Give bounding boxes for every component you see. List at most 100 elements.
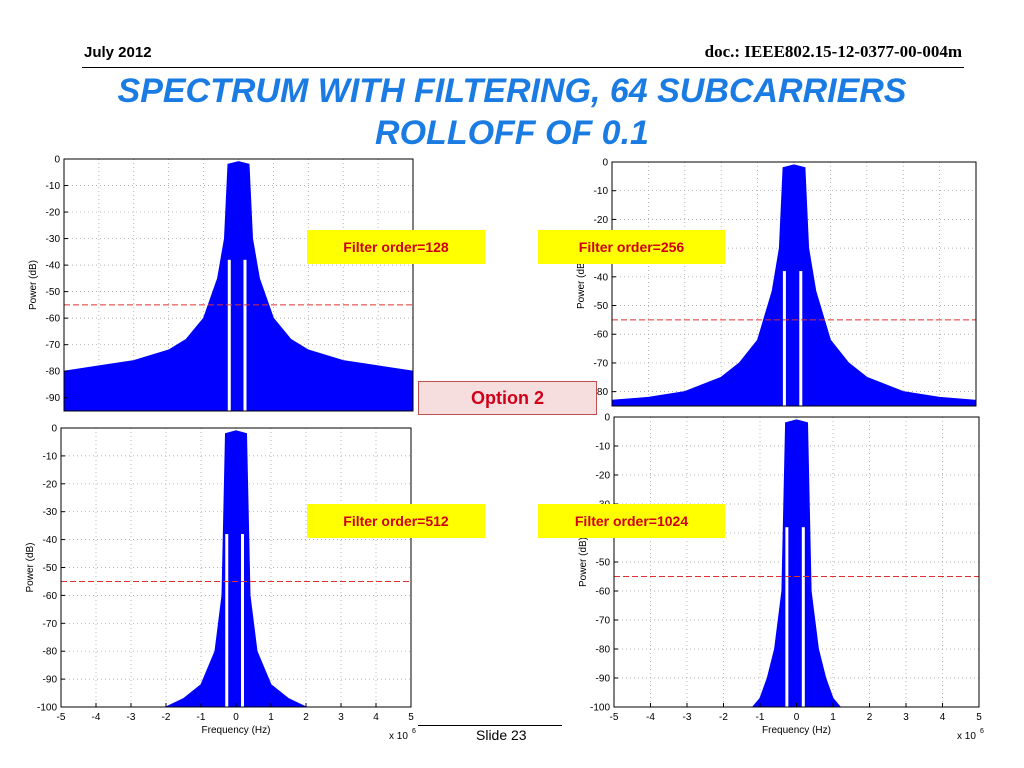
y-tick-label: -80 (46, 367, 61, 378)
x-tick-label: 2 (867, 712, 873, 723)
x-tick-label: -5 (57, 712, 66, 723)
footer-rule (418, 725, 562, 726)
x-axis-multiplier: x 10 (389, 731, 408, 742)
x-tick-label: 5 (976, 712, 982, 723)
x-axis-multiplier-exponent: 6 (980, 728, 984, 735)
y-tick-label: 0 (604, 413, 610, 424)
x-axis-label: Frequency (Hz) (762, 725, 831, 736)
y-tick-label: -70 (46, 340, 61, 351)
y-tick-label: -20 (43, 479, 58, 490)
x-tick-label: -2 (162, 712, 171, 723)
spectrum-notch (782, 271, 786, 406)
x-tick-label: -3 (683, 712, 692, 723)
filter-order-label-512: Filter order=512 (307, 504, 485, 538)
spectrum-notch (227, 259, 231, 411)
x-tick-label: 4 (940, 712, 946, 723)
x-tick-label: 3 (338, 712, 344, 723)
y-axis-label: Power (dB) (25, 542, 36, 592)
filter-order-label-1024: Filter order=1024 (538, 504, 725, 538)
spectrum-plot-order-512: 0-10-20-30-40-50-60-70-80-90-100-5 -4 -3 -2… (25, 424, 416, 743)
x-axis-multiplier: x 10 (957, 731, 976, 742)
x-tick-label: 1 (830, 712, 836, 723)
y-tick-label: -70 (596, 616, 611, 627)
x-tick-label: -3 (127, 712, 136, 723)
y-tick-label: -100 (37, 703, 57, 714)
y-tick-label: -60 (46, 314, 61, 325)
plot-frame (63, 158, 414, 412)
y-tick-label: -50 (43, 563, 58, 574)
y-tick-label: -40 (46, 261, 61, 272)
x-tick-label: -1 (756, 712, 765, 723)
slide-number: Slide 23 (476, 727, 527, 743)
y-tick-label: -10 (46, 181, 61, 192)
y-axis-label: Power (dB) (576, 259, 587, 309)
spectrum-notch (785, 527, 789, 707)
option-2-badge: Option 2 (418, 381, 597, 415)
y-tick-label: -70 (43, 619, 58, 630)
y-tick-label: -40 (43, 535, 58, 546)
header-rule (82, 67, 964, 68)
spectrum-plot-order-1024: 0-10-20-30-40-50-60-70-80-90-100-5-4-3-2… (578, 413, 984, 743)
slide-title-line2: ROLLOFF OF 0.1 (375, 114, 649, 152)
x-tick-label: 4 (373, 712, 379, 723)
spectrum-notch (241, 534, 244, 707)
spectrum-notch (225, 534, 229, 707)
spectrum-trace (751, 419, 842, 708)
x-tick-label: 3 (903, 712, 909, 723)
y-tick-label: -90 (43, 675, 58, 686)
y-tick-label: -40 (594, 272, 609, 283)
y-tick-label: -50 (594, 301, 609, 312)
spectrum-notch (801, 527, 805, 707)
filter-order-label-256: Filter order=256 (538, 230, 725, 264)
y-tick-label: -10 (43, 451, 58, 462)
x-tick-label: 0 (794, 712, 800, 723)
y-tick-label: 0 (54, 155, 60, 166)
y-tick-label: -30 (43, 507, 58, 518)
x-tick-label: 5 (408, 712, 414, 723)
y-tick-label: -50 (46, 287, 61, 298)
y-axis-label: Power (dB) (578, 537, 589, 587)
spectrum-plot-order-128: 0 -10 -20 -30 -40 -50 -60 -70 -80 -90 Power (dB) (28, 155, 414, 412)
y-tick-label: -80 (594, 387, 609, 398)
x-tick-label: -4 (92, 712, 101, 723)
x-tick-label: 0 (233, 712, 239, 723)
spectrum-trace (63, 161, 414, 412)
spectrum-notch (243, 259, 247, 411)
spectrum-trace (611, 164, 977, 407)
x-tick-label: 1 (268, 712, 274, 723)
y-tick-label: -80 (596, 645, 611, 656)
slide-title-line1: SPECTRUM WITH FILTERING, 64 SUBCARRIERS (117, 72, 907, 110)
x-tick-label: -4 (646, 712, 655, 723)
y-tick-label: -20 (596, 471, 611, 482)
y-tick-label: -60 (594, 330, 609, 341)
y-tick-label: -80 (43, 647, 58, 658)
y-tick-label: -60 (43, 591, 58, 602)
x-tick-label: -5 (610, 712, 619, 723)
spectrum-notch (799, 271, 803, 406)
filter-order-label-128: Filter order=128 (307, 230, 485, 264)
y-tick-label: -90 (596, 674, 611, 685)
y-tick-label: -10 (596, 442, 611, 453)
y-tick-label: -50 (596, 558, 611, 569)
spectrum-trace (165, 430, 307, 708)
y-tick-label: -90 (46, 393, 61, 404)
x-axis-multiplier-exponent: 6 (412, 728, 416, 735)
y-tick-label: -100 (590, 703, 610, 714)
header-date: July 2012 (84, 44, 152, 61)
x-tick-label: -2 (719, 712, 728, 723)
y-tick-label: 0 (602, 158, 608, 169)
header-doc-id: doc.: IEEE802.15-12-0377-00-004m (704, 42, 962, 61)
y-tick-label: -10 (594, 186, 609, 197)
plot-frame (611, 161, 977, 407)
y-tick-label: -30 (46, 234, 61, 245)
y-tick-label: -60 (596, 587, 611, 598)
y-tick-label: -20 (46, 208, 61, 219)
y-tick-label: -20 (594, 215, 609, 226)
y-tick-label: 0 (51, 424, 57, 435)
y-axis-label: Power (dB) (28, 260, 39, 310)
x-axis-label: Frequency (Hz) (202, 725, 271, 736)
y-tick-label: -70 (594, 358, 609, 369)
x-tick-label: 2 (303, 712, 309, 723)
x-tick-label: -1 (197, 712, 206, 723)
